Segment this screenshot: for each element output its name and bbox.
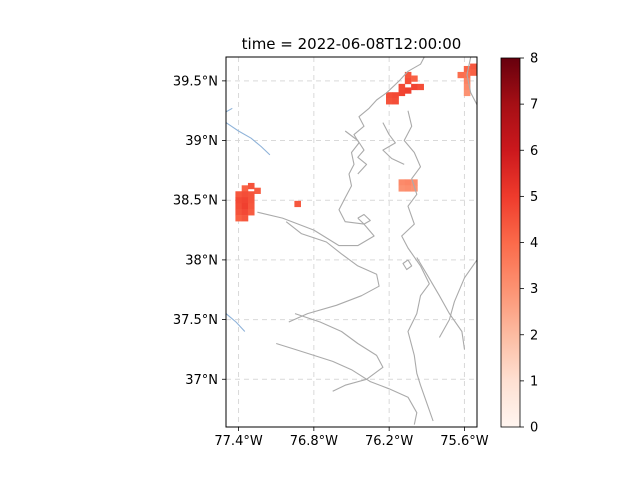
heatmap-cell xyxy=(235,215,242,222)
heatmap-cell xyxy=(470,63,477,70)
rivers xyxy=(226,107,271,332)
heatmap-cell xyxy=(463,77,471,85)
colorbar-tick-label: 8 xyxy=(530,52,538,67)
coastline xyxy=(402,259,413,271)
colorbar-tick-label: 3 xyxy=(530,282,538,297)
heatmap-cell xyxy=(463,89,471,97)
colorbar-tick-label: 1 xyxy=(530,374,538,389)
colorbar-tick-label: 7 xyxy=(530,98,538,113)
heatmap-cells xyxy=(235,63,477,222)
y-tick-label: 38.5°N xyxy=(173,194,218,209)
heatmap-cell xyxy=(398,89,406,97)
heatmap-cell xyxy=(247,191,255,198)
heatmap-cell xyxy=(241,215,249,222)
y-tick-label: 39°N xyxy=(185,134,218,149)
heatmap-cell xyxy=(235,209,242,216)
heatmap-cell xyxy=(392,98,399,105)
colorbar-tick-label: 5 xyxy=(530,190,538,205)
chart-title: time = 2022-06-08T12:00:00 xyxy=(242,35,462,53)
heatmap-cell xyxy=(411,75,418,82)
gridlines xyxy=(226,57,477,427)
y-tick-label: 39.5°N xyxy=(173,74,218,89)
x-axis-ticks: 77.4°W 76.8°W 76.2°W 75.6°W xyxy=(214,427,489,449)
heatmap-cell xyxy=(241,203,249,210)
heatmap-cell xyxy=(241,197,249,204)
x-tick-label: 76.8°W xyxy=(290,434,338,449)
heatmap-cell xyxy=(241,209,249,216)
coastline xyxy=(401,110,434,422)
heatmap-cell xyxy=(404,71,412,79)
coastline xyxy=(416,257,466,350)
heatmap-cell xyxy=(247,182,255,190)
colorbar xyxy=(500,57,521,428)
heatmap-cell xyxy=(417,83,424,91)
coastline xyxy=(357,213,371,225)
y-axis-ticks: 39.5°N 39°N 38.5°N 38°N 37.5°N 37°N xyxy=(173,74,226,388)
heatmap-cell xyxy=(470,69,477,76)
x-tick-label: 75.6°W xyxy=(440,434,488,449)
heatmap-cell xyxy=(463,65,471,73)
heatmap-cell xyxy=(247,197,255,204)
colorbar-ticks: 0 1 2 3 4 5 6 7 8 xyxy=(520,52,538,436)
heatmap-cell xyxy=(235,191,242,198)
heatmap-cell xyxy=(404,77,412,85)
colorbar-tick-label: 2 xyxy=(530,328,538,343)
colorbar-tick-label: 4 xyxy=(530,236,538,251)
coastline xyxy=(466,57,477,105)
heatmap-cell xyxy=(294,200,301,208)
heatmap-cell xyxy=(241,185,249,192)
heatmap-cell xyxy=(386,98,393,105)
heatmap-cell xyxy=(235,203,242,210)
heatmap-cell xyxy=(254,187,261,194)
coastline xyxy=(438,259,477,338)
heatmap-cell xyxy=(247,203,255,210)
coastline xyxy=(285,221,380,323)
x-tick-label: 77.4°W xyxy=(214,434,262,449)
heatmap-cell xyxy=(392,92,399,99)
coastline xyxy=(257,57,425,247)
map-frame xyxy=(225,56,478,428)
heatmap-cell xyxy=(386,92,393,99)
heatmap-cell xyxy=(463,83,471,91)
y-tick-label: 38°N xyxy=(185,253,218,268)
heatmap-cell xyxy=(411,83,418,91)
river xyxy=(226,122,271,156)
heatmap-cell xyxy=(404,185,412,192)
y-tick-label: 37.5°N xyxy=(173,313,218,328)
heatmap-cell xyxy=(398,83,406,91)
heatmap-cell xyxy=(235,197,242,204)
colorbar-tick-label: 6 xyxy=(530,144,538,159)
coastline xyxy=(276,342,418,425)
y-tick-label: 37°N xyxy=(185,373,218,388)
heatmap-cell xyxy=(398,179,406,186)
coastlines xyxy=(257,57,477,425)
heatmap-cell xyxy=(241,191,249,198)
heatmap-cell xyxy=(247,209,255,216)
heatmap-cell xyxy=(457,71,465,79)
colorbar-tick-label: 0 xyxy=(530,421,538,436)
coastline xyxy=(344,130,368,175)
heatmap-cell xyxy=(411,179,418,186)
river xyxy=(226,313,246,332)
coastline xyxy=(382,122,405,165)
heatmap-cell xyxy=(404,179,412,186)
river xyxy=(226,107,233,113)
heatmap-cell xyxy=(398,185,406,192)
x-tick-label: 76.2°W xyxy=(365,434,413,449)
heatmap-cell xyxy=(404,87,412,94)
coastline xyxy=(294,313,384,392)
